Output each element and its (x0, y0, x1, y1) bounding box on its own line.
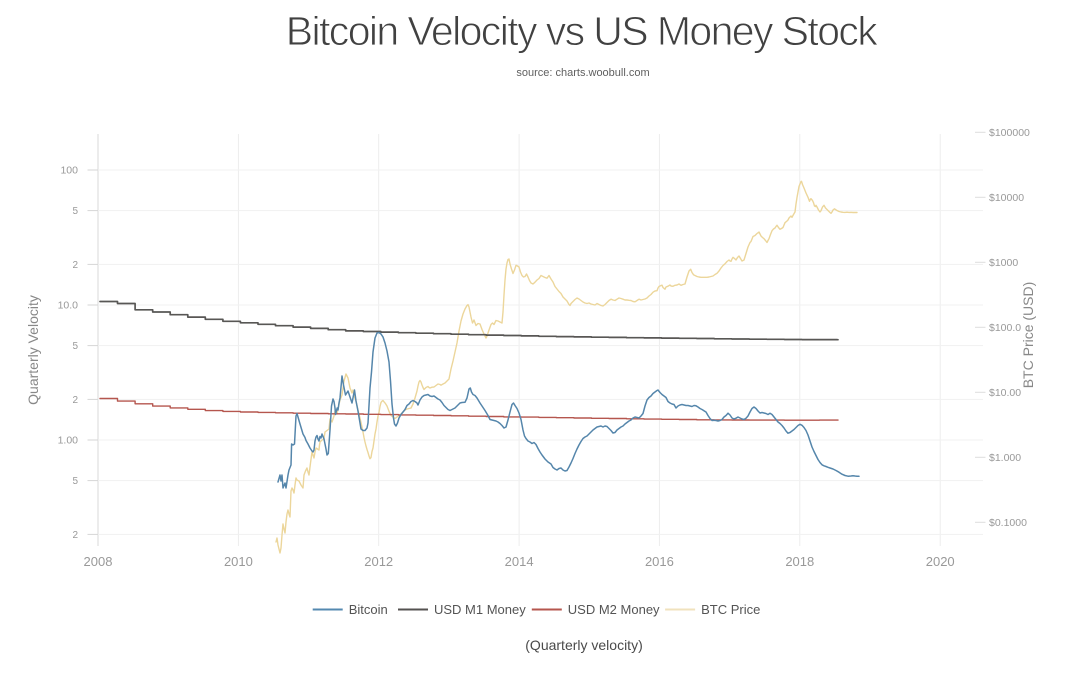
svg-text:$10.00: $10.00 (989, 387, 1021, 399)
svg-text:2012: 2012 (364, 554, 393, 569)
svg-text:2: 2 (72, 395, 78, 406)
svg-text:100: 100 (60, 165, 78, 177)
svg-text:Bitcoin: Bitcoin (349, 602, 388, 617)
svg-text:$1.000: $1.000 (989, 452, 1021, 464)
svg-text:$0.1000: $0.1000 (989, 517, 1027, 529)
svg-text:$10000: $10000 (989, 192, 1024, 204)
svg-text:1.00: 1.00 (58, 435, 79, 447)
svg-text:BTC Price (USD): BTC Price (USD) (1020, 282, 1036, 389)
svg-text:5: 5 (72, 206, 78, 217)
svg-text:2016: 2016 (645, 554, 674, 569)
svg-text:(Quarterly velocity): (Quarterly velocity) (525, 637, 642, 653)
svg-text:2: 2 (72, 530, 78, 541)
svg-text:$1000: $1000 (989, 257, 1018, 269)
svg-text:2014: 2014 (505, 554, 534, 569)
svg-text:2020: 2020 (926, 554, 955, 569)
svg-text:2018: 2018 (785, 554, 814, 569)
svg-text:2: 2 (72, 260, 78, 271)
svg-text:Bitcoin Velocity vs US Money S: Bitcoin Velocity vs US Money Stock (286, 8, 879, 54)
svg-text:$100.0: $100.0 (989, 322, 1021, 334)
svg-text:10.0: 10.0 (58, 300, 79, 312)
svg-text:5: 5 (72, 476, 78, 487)
svg-text:2010: 2010 (224, 554, 253, 569)
svg-text:source: charts.woobull.com: source: charts.woobull.com (516, 67, 649, 79)
svg-text:BTC Price: BTC Price (701, 602, 760, 617)
svg-text:USD M1 Money: USD M1 Money (434, 602, 526, 617)
svg-text:2008: 2008 (84, 554, 113, 569)
svg-text:USD M2 Money: USD M2 Money (568, 602, 660, 617)
svg-text:5: 5 (72, 341, 78, 352)
svg-text:$100000: $100000 (989, 127, 1030, 139)
svg-text:Quarterly Velocity: Quarterly Velocity (25, 295, 41, 405)
